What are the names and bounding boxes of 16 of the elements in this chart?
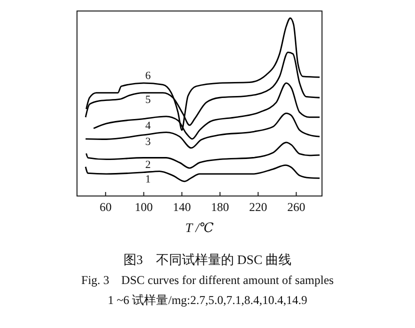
x-tick-label: 260 bbox=[287, 200, 306, 214]
series-label: 3 bbox=[145, 136, 152, 148]
series-label: 6 bbox=[145, 70, 152, 82]
x-tick-label: 220 bbox=[249, 200, 268, 214]
x-tick-label: 100 bbox=[134, 200, 153, 214]
x-tick-label: 180 bbox=[210, 200, 229, 214]
series-label: 1 bbox=[145, 173, 151, 186]
series-label: 2 bbox=[145, 158, 151, 171]
text: Fig. 3 DSC curves for different amount of samples bbox=[81, 273, 334, 287]
x-tick-label: 140 bbox=[172, 200, 191, 214]
text: 图3 不同试样量的 DSC 曲线 bbox=[123, 252, 292, 267]
x-tick-label: 60 bbox=[100, 200, 112, 214]
x-axis-title: T /℃ bbox=[185, 220, 214, 235]
series-label: 5 bbox=[145, 94, 152, 106]
series-label: 4 bbox=[145, 120, 152, 132]
text: 1 ~6 试样量/mg:2.7,5.0,7.1,8.4,10.4,14.9 bbox=[108, 293, 308, 307]
